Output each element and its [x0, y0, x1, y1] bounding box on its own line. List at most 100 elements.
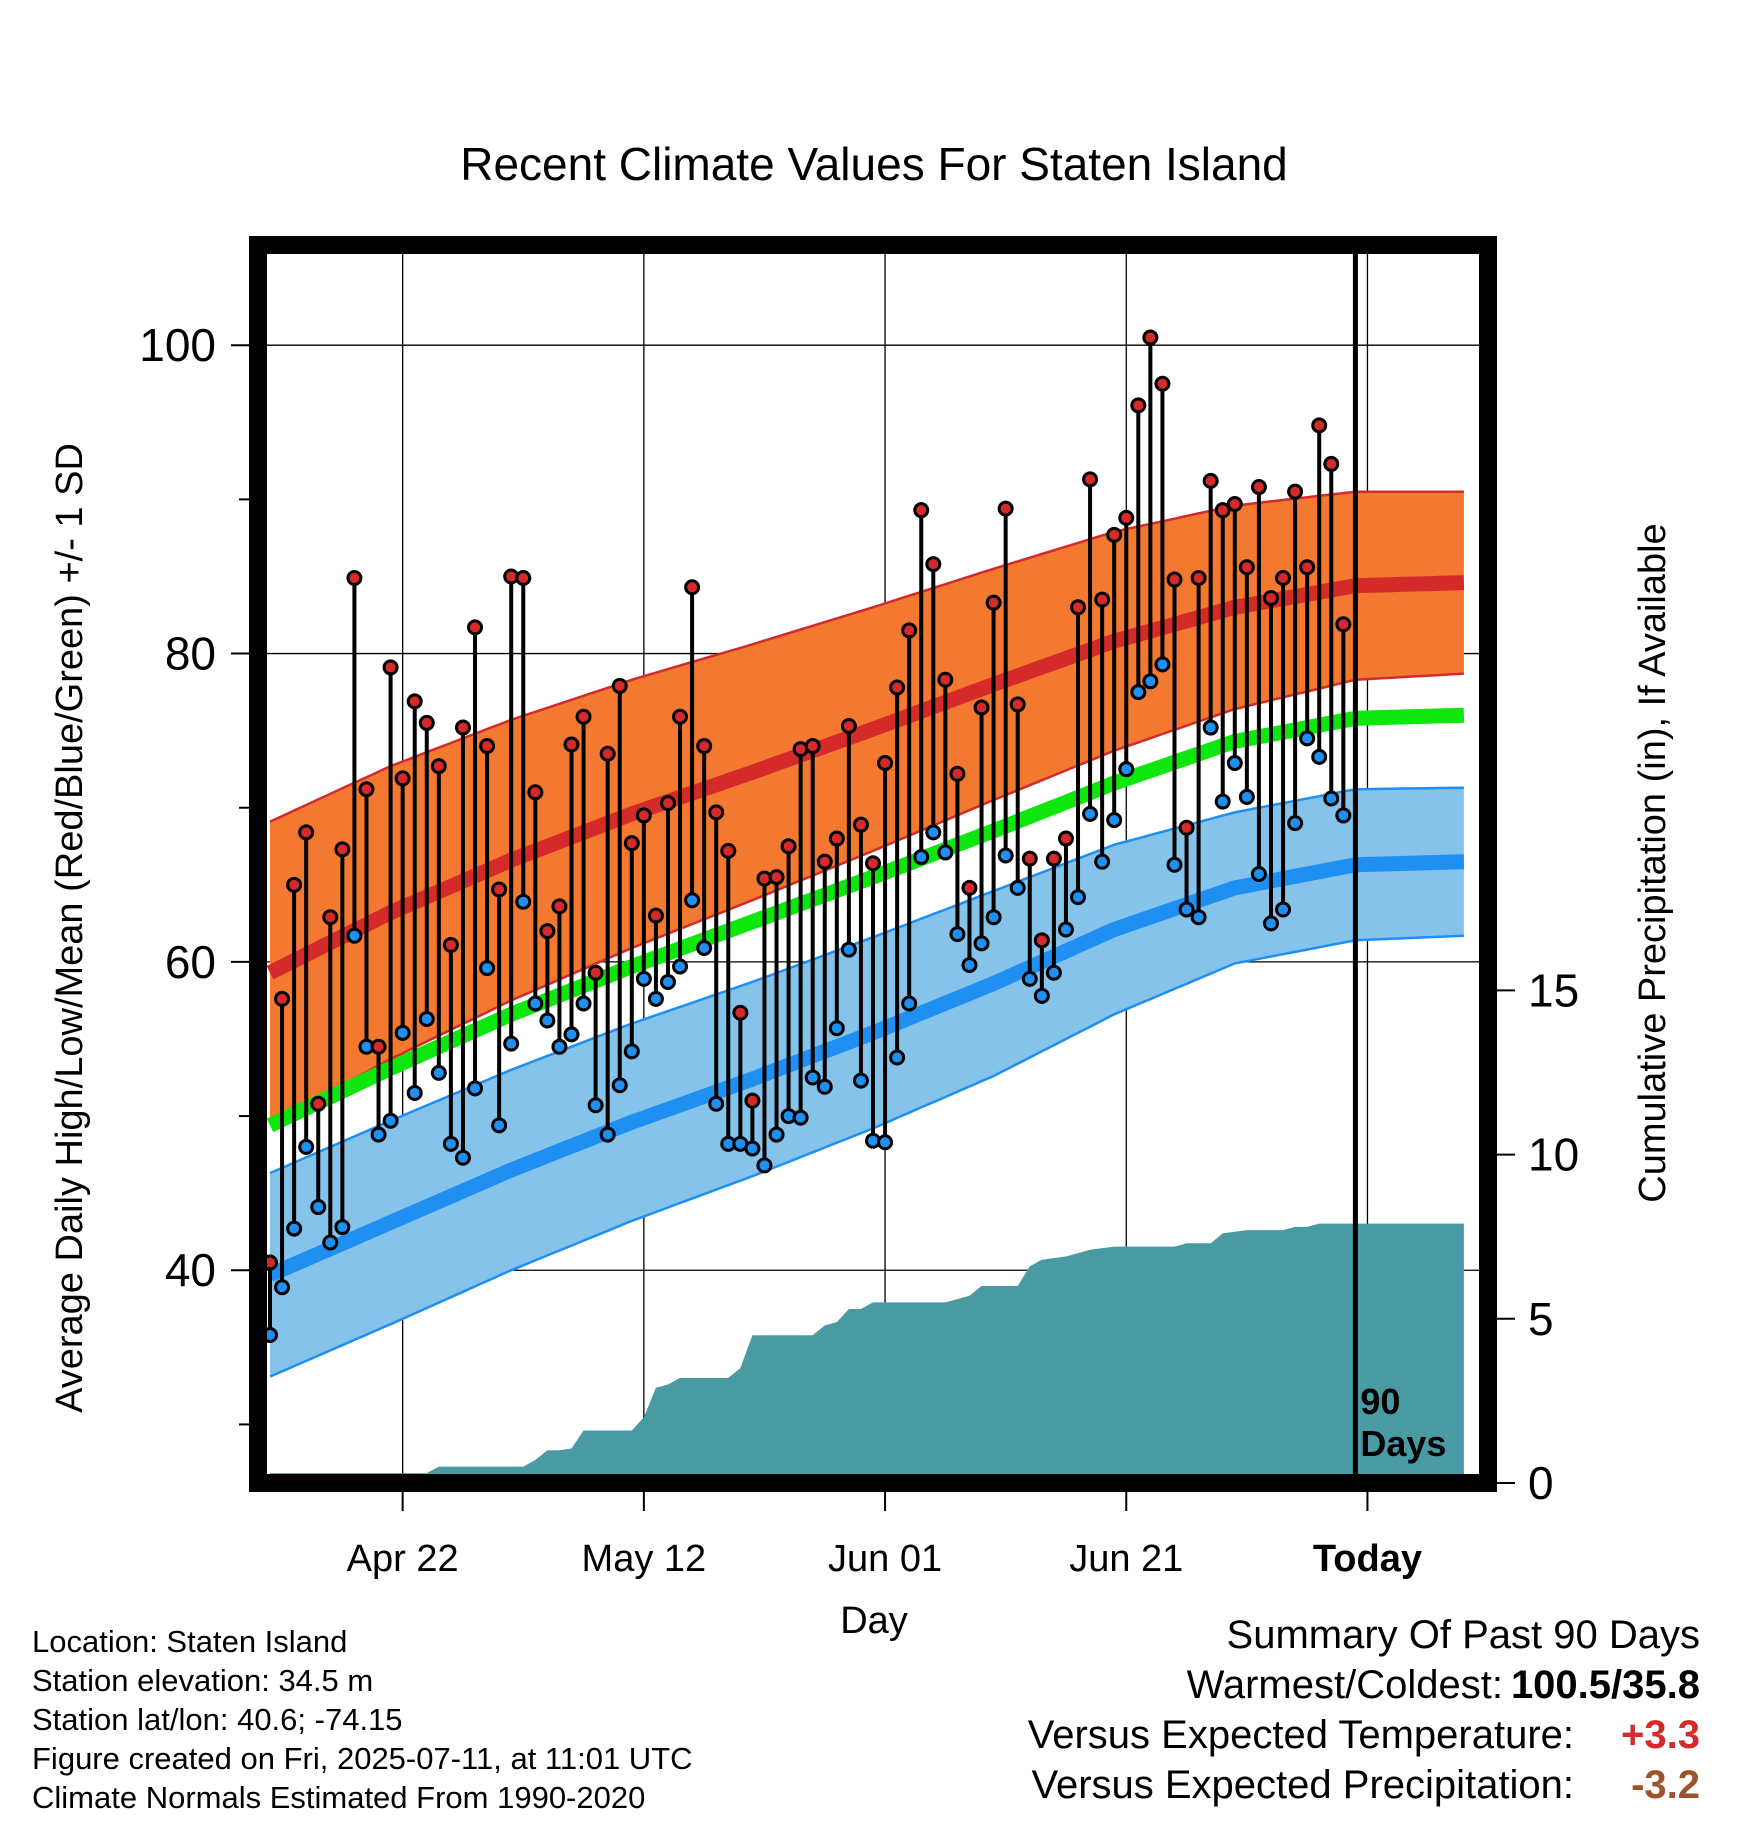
high-temp-point	[370, 1038, 387, 1055]
y-tick-label: 100	[139, 319, 216, 371]
x-tick-label: May 12	[582, 1538, 707, 1580]
precip-area	[270, 1223, 1464, 1483]
y2-axis-label: Cumulative Precipitation (in), If Availa…	[1632, 523, 1674, 1202]
high-band-upper-edge	[269, 490, 1464, 823]
low-temp-point	[322, 1234, 339, 1251]
high-temp-point	[973, 699, 990, 716]
high-temp-point	[1226, 496, 1243, 513]
temp-anomaly-value: +3.3	[1621, 1713, 1700, 1757]
low-temp-point	[1250, 866, 1267, 883]
low-temp-point	[768, 1126, 785, 1143]
high-temp-point	[804, 738, 821, 755]
low-temp-point	[1202, 719, 1219, 736]
low-temp-point	[1154, 656, 1171, 673]
low-temp-point	[635, 970, 652, 987]
low-temp-point	[382, 1112, 399, 1129]
x-tick-label: Today	[1313, 1538, 1422, 1580]
low-temp-point	[1178, 901, 1195, 918]
elevation-text: Station elevation: 34.5 m	[32, 1663, 374, 1698]
x-tick-label: Jun 01	[828, 1538, 942, 1580]
high-temp-point	[768, 869, 785, 886]
low-temp-point	[503, 1035, 520, 1052]
high-temp-point	[816, 853, 833, 870]
high-temp-point	[394, 770, 411, 787]
low-temp-point	[1045, 964, 1062, 981]
y-tick-label: 80	[165, 628, 216, 680]
high-temp-point	[828, 830, 845, 847]
high-temp-point	[997, 500, 1014, 517]
low-temp-point	[442, 1135, 459, 1152]
high-temp-point	[1094, 591, 1111, 608]
summary-title-text: Summary Of Past 90 Days	[1226, 1613, 1700, 1657]
plot-frame	[249, 236, 1497, 1492]
low-temp-point	[587, 1097, 604, 1114]
high-temp-point	[310, 1095, 327, 1112]
high-temp-point	[491, 881, 508, 898]
low-temp-point	[1009, 879, 1026, 896]
low-temp-point	[334, 1219, 351, 1236]
high-temp-point	[539, 923, 556, 940]
high-temp-point	[1299, 559, 1316, 576]
high-temp-point	[1021, 850, 1038, 867]
y-tick-label: 40	[165, 1244, 216, 1296]
low-temp-point	[1057, 921, 1074, 938]
low-temp-point	[1118, 761, 1135, 778]
high-temp-point	[479, 738, 496, 755]
high-temp-point	[925, 556, 942, 573]
high-temp-point	[334, 841, 351, 858]
low-temp-point	[925, 824, 942, 841]
high-temp-point	[744, 1092, 761, 1109]
low-temp-point	[1166, 856, 1183, 873]
location-text: Location: Staten Island	[32, 1624, 348, 1659]
y2-tick-label: 15	[1528, 964, 1579, 1016]
high-temp-point	[1190, 570, 1207, 587]
low-temp-point	[1094, 853, 1111, 870]
high-temp-point	[274, 990, 291, 1007]
high-temp-point	[1009, 696, 1026, 713]
high-temp-point	[1250, 479, 1267, 496]
high-temp-point	[913, 502, 930, 519]
high-temp-point	[985, 594, 1002, 611]
low-temp-point	[901, 995, 918, 1012]
latlon-text: Station lat/lon: 40.6; -74.15	[32, 1702, 403, 1737]
high-temp-point	[852, 816, 869, 833]
low-temp-point	[756, 1157, 773, 1174]
low-temp-point	[1142, 673, 1159, 690]
high-temp-point	[659, 795, 676, 812]
high-temp-point	[937, 671, 954, 688]
low-temp-point	[430, 1064, 447, 1081]
normal-low-line	[266, 854, 1465, 1282]
high-temp-point	[467, 619, 484, 636]
high-temp-point	[1202, 472, 1219, 489]
high-temp-point	[635, 807, 652, 824]
low-temp-point	[310, 1199, 327, 1216]
created-text: Figure created on Fri, 2025-07-11, at 11…	[32, 1741, 693, 1776]
extremes-value: 100.5/35.8	[1510, 1663, 1700, 1707]
today-marker-label: Days	[1360, 1423, 1446, 1464]
normal-mean-line	[266, 707, 1465, 1133]
low-temp-point	[575, 995, 592, 1012]
low-temp-point	[515, 893, 532, 910]
high-temp-point	[949, 765, 966, 782]
y-axis-label: Average Daily High/Low/Mean (Red/Blue/Gr…	[49, 443, 91, 1413]
high-temp-point	[623, 835, 640, 852]
low-temp-point	[1082, 805, 1099, 822]
high-temp-point	[732, 1004, 749, 1021]
low-temp-point	[527, 995, 544, 1012]
low-temp-point	[539, 1012, 556, 1029]
low-temp-point	[672, 958, 689, 975]
low-temp-point	[684, 892, 701, 909]
low-temp-point	[274, 1279, 291, 1296]
low-temp-point	[370, 1126, 387, 1143]
high-temp-point	[1311, 417, 1328, 434]
x-tick-label: Jun 21	[1069, 1538, 1183, 1580]
high-temp-point	[1238, 559, 1255, 576]
high-temp-point	[406, 693, 423, 710]
high-sd-band	[270, 491, 1464, 1124]
y-tick-label: 60	[165, 936, 216, 988]
high-temp-point	[780, 838, 797, 855]
low-temp-point	[1190, 909, 1207, 926]
y2-tick-label: 10	[1528, 1129, 1579, 1181]
high-temp-point	[454, 719, 471, 736]
